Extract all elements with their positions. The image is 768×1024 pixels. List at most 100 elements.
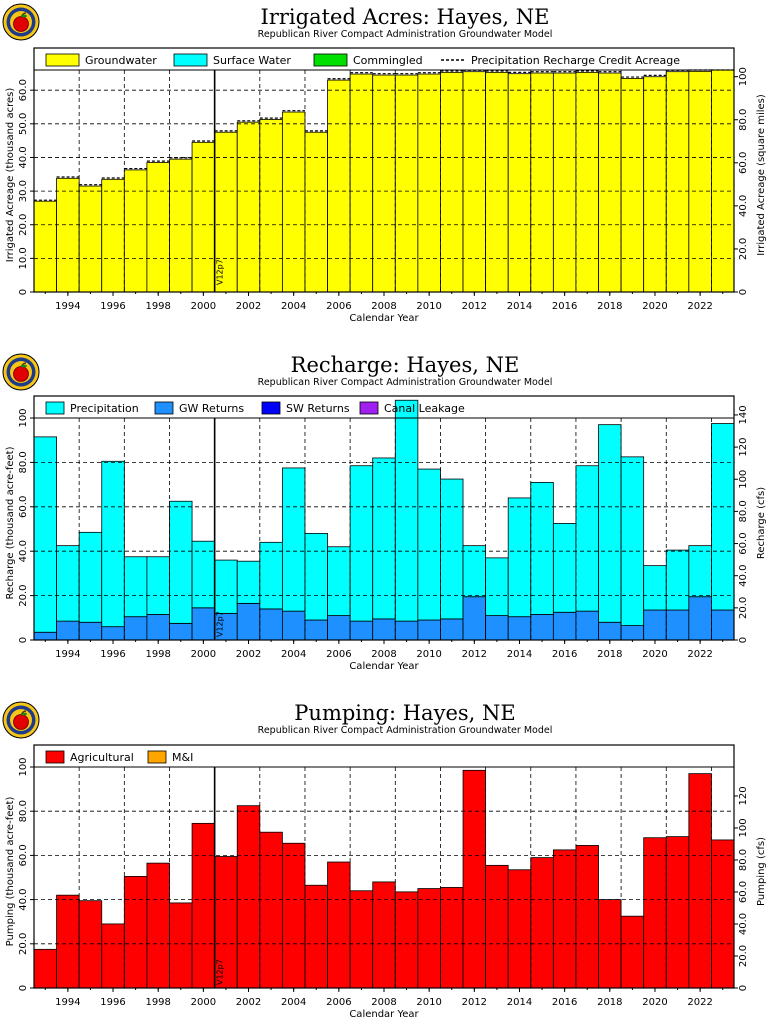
groundwater-bar (169, 158, 193, 293)
groundwater-bar (146, 162, 170, 293)
x-tick-label: 2006 (326, 997, 351, 1008)
agricultural-bar (372, 881, 396, 989)
y2-axis-label: Irrigated Acreage (square miles) (756, 94, 767, 256)
x-tick-label: 2000 (191, 301, 216, 312)
x-tick-label: 2006 (326, 649, 351, 660)
gw-returns-bar (78, 621, 103, 641)
x-tick-label: 2016 (552, 649, 577, 660)
gw-returns-bar (33, 631, 57, 641)
groundwater-bar (440, 71, 464, 293)
precipitation-bar (665, 549, 690, 611)
precipitation-bar (485, 557, 509, 616)
grid (34, 70, 734, 292)
y2-tick-label: 100 (738, 818, 749, 837)
agricultural-bar (665, 836, 690, 989)
precipitation-bar (327, 546, 351, 616)
chart-subtitle: Republican River Compact Administration … (258, 725, 553, 736)
y-tick-label: 40.0 (18, 888, 29, 910)
agricultural-bar (349, 890, 374, 989)
x-axis-label: Calendar Year (349, 661, 419, 672)
gw-returns-bar (552, 611, 577, 641)
agricultural-bar (78, 900, 103, 989)
x-tick-label: 2006 (326, 301, 351, 312)
x-tick-label: 2018 (597, 649, 622, 660)
agricultural-bar (530, 857, 554, 989)
y2-tick-label: 120 (738, 438, 749, 457)
y2-tick-label: 40.0 (738, 195, 749, 217)
x-tick-label: 2018 (597, 997, 622, 1008)
x-tick-label: 2014 (507, 649, 532, 660)
irrigated-acres-panel: Irrigated Acres: Hayes, NE Republican Ri… (2, 3, 767, 324)
y2-tick-label: 80.0 (738, 500, 749, 522)
y-tick-label: 100 (18, 408, 29, 427)
legend-swatch (45, 53, 80, 67)
groundwater-bar (281, 111, 306, 293)
gw-returns-bar (598, 621, 622, 641)
legend-label: Precipitation (70, 402, 139, 415)
x-tick-label: 1998 (145, 301, 170, 312)
gw-returns-bar (304, 619, 328, 641)
precipitation-bar (688, 545, 712, 598)
agricultural-bar (643, 837, 667, 989)
y2-tick-label: 20.0 (738, 597, 749, 619)
model-version-label: V12p7 (216, 259, 225, 285)
y-tick-label: 50.0 (18, 113, 29, 135)
gw-returns-bar (191, 607, 216, 641)
x-tick-label: 1996 (100, 301, 125, 312)
groundwater-bar (688, 70, 712, 293)
legend-label: SW Returns (286, 402, 350, 415)
grid (34, 767, 734, 988)
groundwater-bar (259, 119, 283, 293)
pumping-plot: V12p7 1994 1996 1998 2000 2002 2004 2006 2008 201… (5, 744, 767, 1020)
x-tick-label: 2004 (281, 997, 306, 1008)
legend-swatch (154, 401, 174, 415)
gw-returns-bar (575, 610, 599, 641)
y-tick-label: 60.0 (18, 496, 29, 518)
precipitation-bar (530, 481, 554, 615)
x-tick-label: 1996 (100, 649, 125, 660)
agricultural-bar (191, 822, 216, 989)
gw-returns-bar (620, 625, 645, 641)
agricultural-bar (169, 902, 193, 989)
x-tick-label: 2010 (416, 301, 441, 312)
y-axis-label: Pumping (thousand acre-feet) (5, 797, 16, 947)
y2-tick-label: 140 (738, 405, 749, 424)
agricultural-bar (711, 839, 735, 989)
legend-swatch (45, 750, 65, 764)
gw-returns-bar (372, 618, 396, 641)
legend-swatch (147, 750, 167, 764)
pumping-panel: Pumping: Hayes, NE Republican River Comp… (2, 701, 767, 1020)
x-tick-label: 2014 (507, 301, 532, 312)
gw-returns-bar (349, 620, 374, 641)
legend-swatch (173, 53, 208, 67)
agricultural-bar (507, 869, 532, 989)
x-tick-label: 1994 (55, 301, 80, 312)
y-tick-label: 80.0 (18, 800, 29, 822)
y2-tick-label: 60.0 (738, 532, 749, 554)
legend-label: Precipitation Recharge Credit Acreage (471, 54, 680, 67)
x-tick-label: 2022 (687, 301, 712, 312)
precipitation-bar (146, 556, 170, 615)
precipitation-bar (101, 460, 125, 628)
logo-seal-icon (2, 701, 40, 739)
y-axis-label: Irrigated Acreage (thousand acres) (5, 88, 16, 263)
gw-returns-bar (507, 616, 532, 641)
groundwater-bar (327, 79, 351, 293)
groundwater-bar (620, 78, 645, 293)
recharge-panel: Recharge: Hayes, NE Republican River Com… (2, 353, 767, 672)
gw-returns-bar (440, 618, 464, 641)
gw-returns-bar (56, 620, 80, 641)
agricultural-bar (462, 769, 487, 989)
y-tick-label: 100 (18, 757, 29, 776)
x-tick-label: 1994 (55, 997, 80, 1008)
gw-returns-bar (394, 620, 419, 641)
x-tick-label: 2000 (191, 649, 216, 660)
y2-tick-label: 100 (738, 67, 749, 86)
irrigated-acres-plot: V12p7 1994 1996 1998 2000 2002 2004 2006 2008 201… (5, 47, 767, 324)
precipitation-bar (169, 500, 193, 624)
x-tick-label: 2010 (416, 997, 441, 1008)
precipitation-bar (394, 399, 419, 622)
groundwater-bar (485, 71, 509, 293)
y2-tick-label: 120 (738, 786, 749, 805)
groundwater-bar (56, 177, 80, 293)
